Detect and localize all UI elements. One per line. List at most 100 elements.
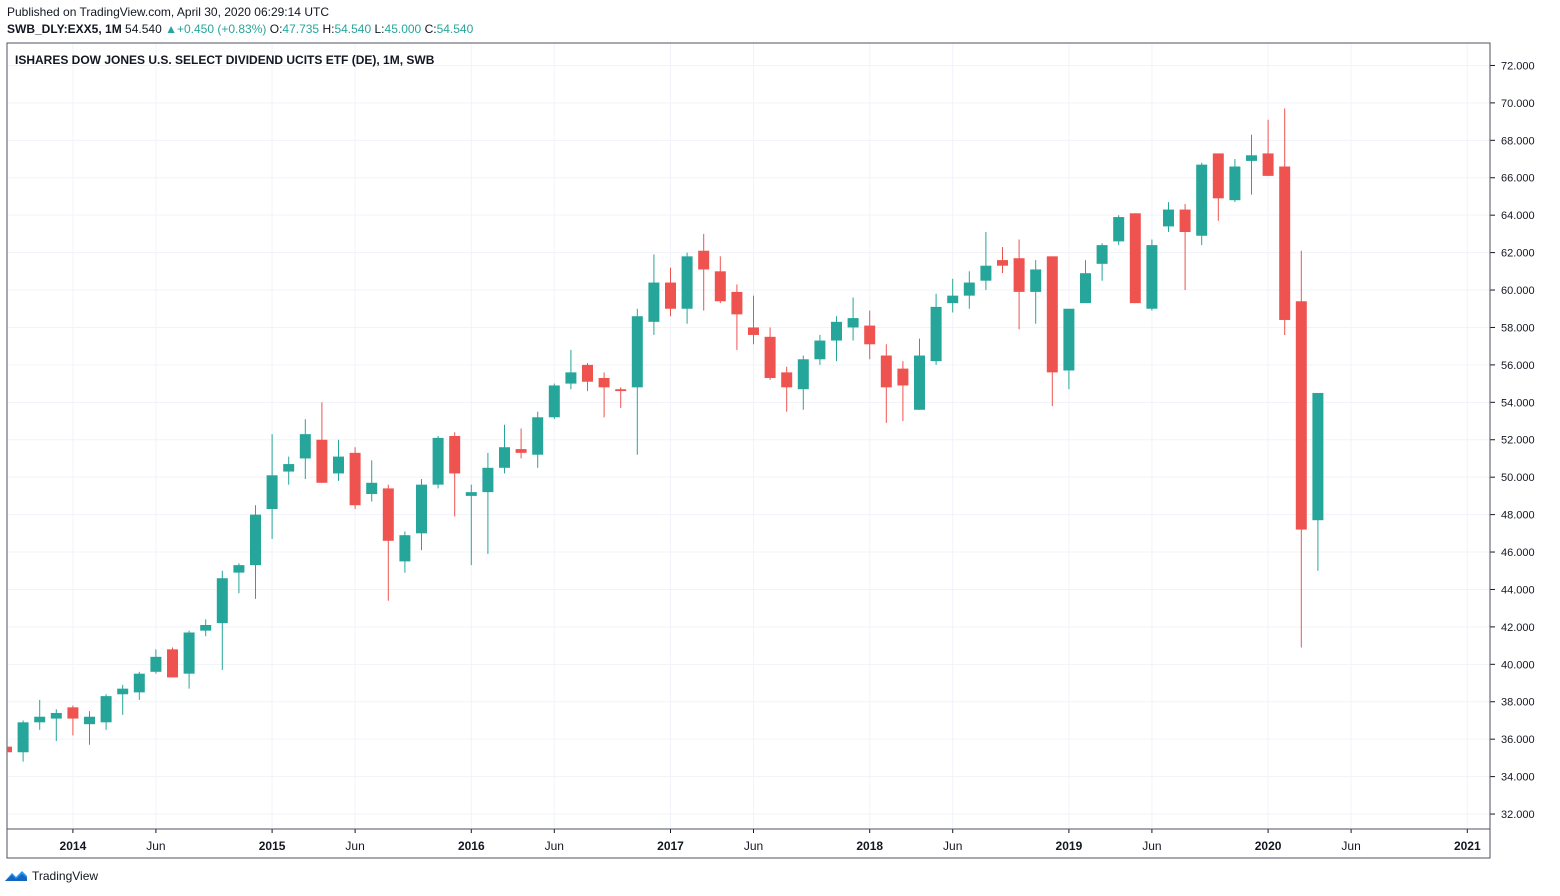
candle-body [133,673,145,693]
candle-body [847,318,859,328]
y-tick-label: 54.000 [1501,397,1535,409]
y-tick-label: 58.000 [1501,322,1535,334]
y-tick-label: 36.000 [1501,734,1535,746]
open-label: O: [269,22,283,36]
candle-body [1129,213,1141,304]
published-note: Published on TradingView.com, April 30, … [7,5,329,19]
y-tick-label: 52.000 [1501,435,1535,447]
candle-body [598,377,610,388]
y-tick-label: 50.000 [1501,472,1535,484]
open-value: 47.735 [282,22,320,36]
x-tick-label: 2015 [259,839,286,853]
candle-body [17,722,29,753]
candle-body [698,250,710,270]
candle-body [250,514,261,566]
candle-down [1046,256,1058,407]
candle-body [1229,166,1241,201]
x-tick-label: Jun [744,839,763,853]
candle-down [665,267,676,317]
candle-body [532,417,544,455]
close-value: 54.540 [436,22,474,36]
candle-body [914,355,925,410]
candle-down [515,428,527,459]
candle-body [349,452,361,506]
candle-body [449,436,461,474]
candle-body [648,282,660,322]
candle-down [714,256,726,304]
x-tick-label: 2020 [1255,839,1282,853]
candle-down [781,366,793,412]
candle-up [1113,215,1125,246]
candle-down [997,246,1008,274]
candle-body [681,256,693,309]
candle-up [831,316,842,362]
candle-up [100,694,112,730]
candle-body [548,385,560,418]
x-tick-label: Jun [1142,839,1161,853]
candle-up [1246,134,1257,195]
candle-up [200,619,212,637]
candle-body [1246,155,1257,161]
candle-up [34,699,46,730]
chart-title: ISHARES DOW JONES U.S. SELECT DIVIDEND U… [15,53,435,67]
candle-body [1163,209,1174,227]
candle-body [781,372,793,388]
y-tick-label: 34.000 [1501,772,1535,784]
x-tick-label: Jun [943,839,962,853]
candle-down [1013,239,1025,330]
candle-down [382,484,394,601]
x-tick-label: Jun [1341,839,1360,853]
candle-up [299,419,311,480]
candle-body [1312,392,1324,521]
y-tick-label: 42.000 [1501,622,1535,634]
high-value: 54.540 [334,22,372,36]
candle-body [100,696,112,723]
candle-body [482,467,494,493]
candle-up [1196,162,1208,246]
y-tick-label: 32.000 [1501,809,1535,821]
candle-body [714,271,726,302]
candle-body [1146,245,1158,309]
candle-body [382,488,394,541]
y-tick-label: 66.000 [1501,173,1535,185]
candle-down [731,284,743,350]
candle-body [615,389,627,392]
candle-up [947,278,959,313]
x-tick-label: Jun [345,839,364,853]
candle-down [897,361,909,422]
low-value: 45.000 [384,22,422,36]
candle-up [432,436,444,489]
candle-up [1080,260,1091,304]
ohlc-header: SWB_DLY:EXX5, 1M 54.540 ▲+0.450 (+0.83%)… [7,22,473,36]
candle-up [532,411,544,468]
candle-body [167,649,178,678]
candle-up [482,452,494,554]
low-label: L: [374,22,385,36]
y-tick-label: 40.000 [1501,659,1535,671]
candle-down [1279,108,1291,335]
candle-up [465,484,477,566]
candle-body [565,372,577,384]
candle-body [432,437,444,485]
candle-body [183,632,195,674]
candle-body [1080,273,1091,304]
x-tick-label: 2014 [60,839,87,853]
y-tick-label: 46.000 [1501,547,1535,559]
candle-down [1295,250,1307,648]
symbol-label: SWB_DLY:EXX5, 1M [7,22,122,36]
x-tick-label: Jun [545,839,564,853]
candle-body [1295,301,1307,530]
candle-body [316,439,328,483]
candle-down [1262,119,1274,176]
candle-up [1030,260,1042,324]
footer-brand: TradingView [4,869,98,883]
y-tick-label: 44.000 [1501,584,1535,596]
candle-down [7,746,12,753]
candle-body [1030,269,1042,292]
candle-body [1179,209,1191,233]
candle-up [797,355,809,410]
x-tick-label: Jun [146,839,165,853]
candle-body [233,565,245,573]
candle-up [1063,308,1075,390]
